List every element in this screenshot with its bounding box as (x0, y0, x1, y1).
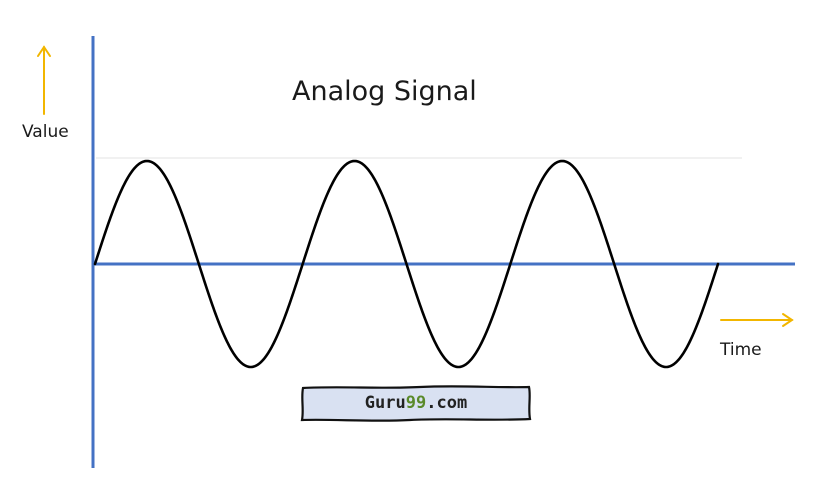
x-axis-label: Time (720, 340, 762, 360)
diagram-title: Analog Signal (292, 76, 477, 107)
y-axis-label: Value (22, 122, 69, 142)
watermark-badge: Guru99.com (300, 384, 532, 422)
sine-wave (93, 159, 720, 369)
watermark-suffix: .com (426, 393, 468, 413)
right-arrow-icon (720, 313, 794, 327)
watermark-logo-text: Guru99.com (300, 384, 532, 422)
watermark-prefix: Guru (364, 393, 406, 413)
up-arrow-icon (37, 45, 51, 115)
watermark-number: 99 (405, 393, 427, 413)
